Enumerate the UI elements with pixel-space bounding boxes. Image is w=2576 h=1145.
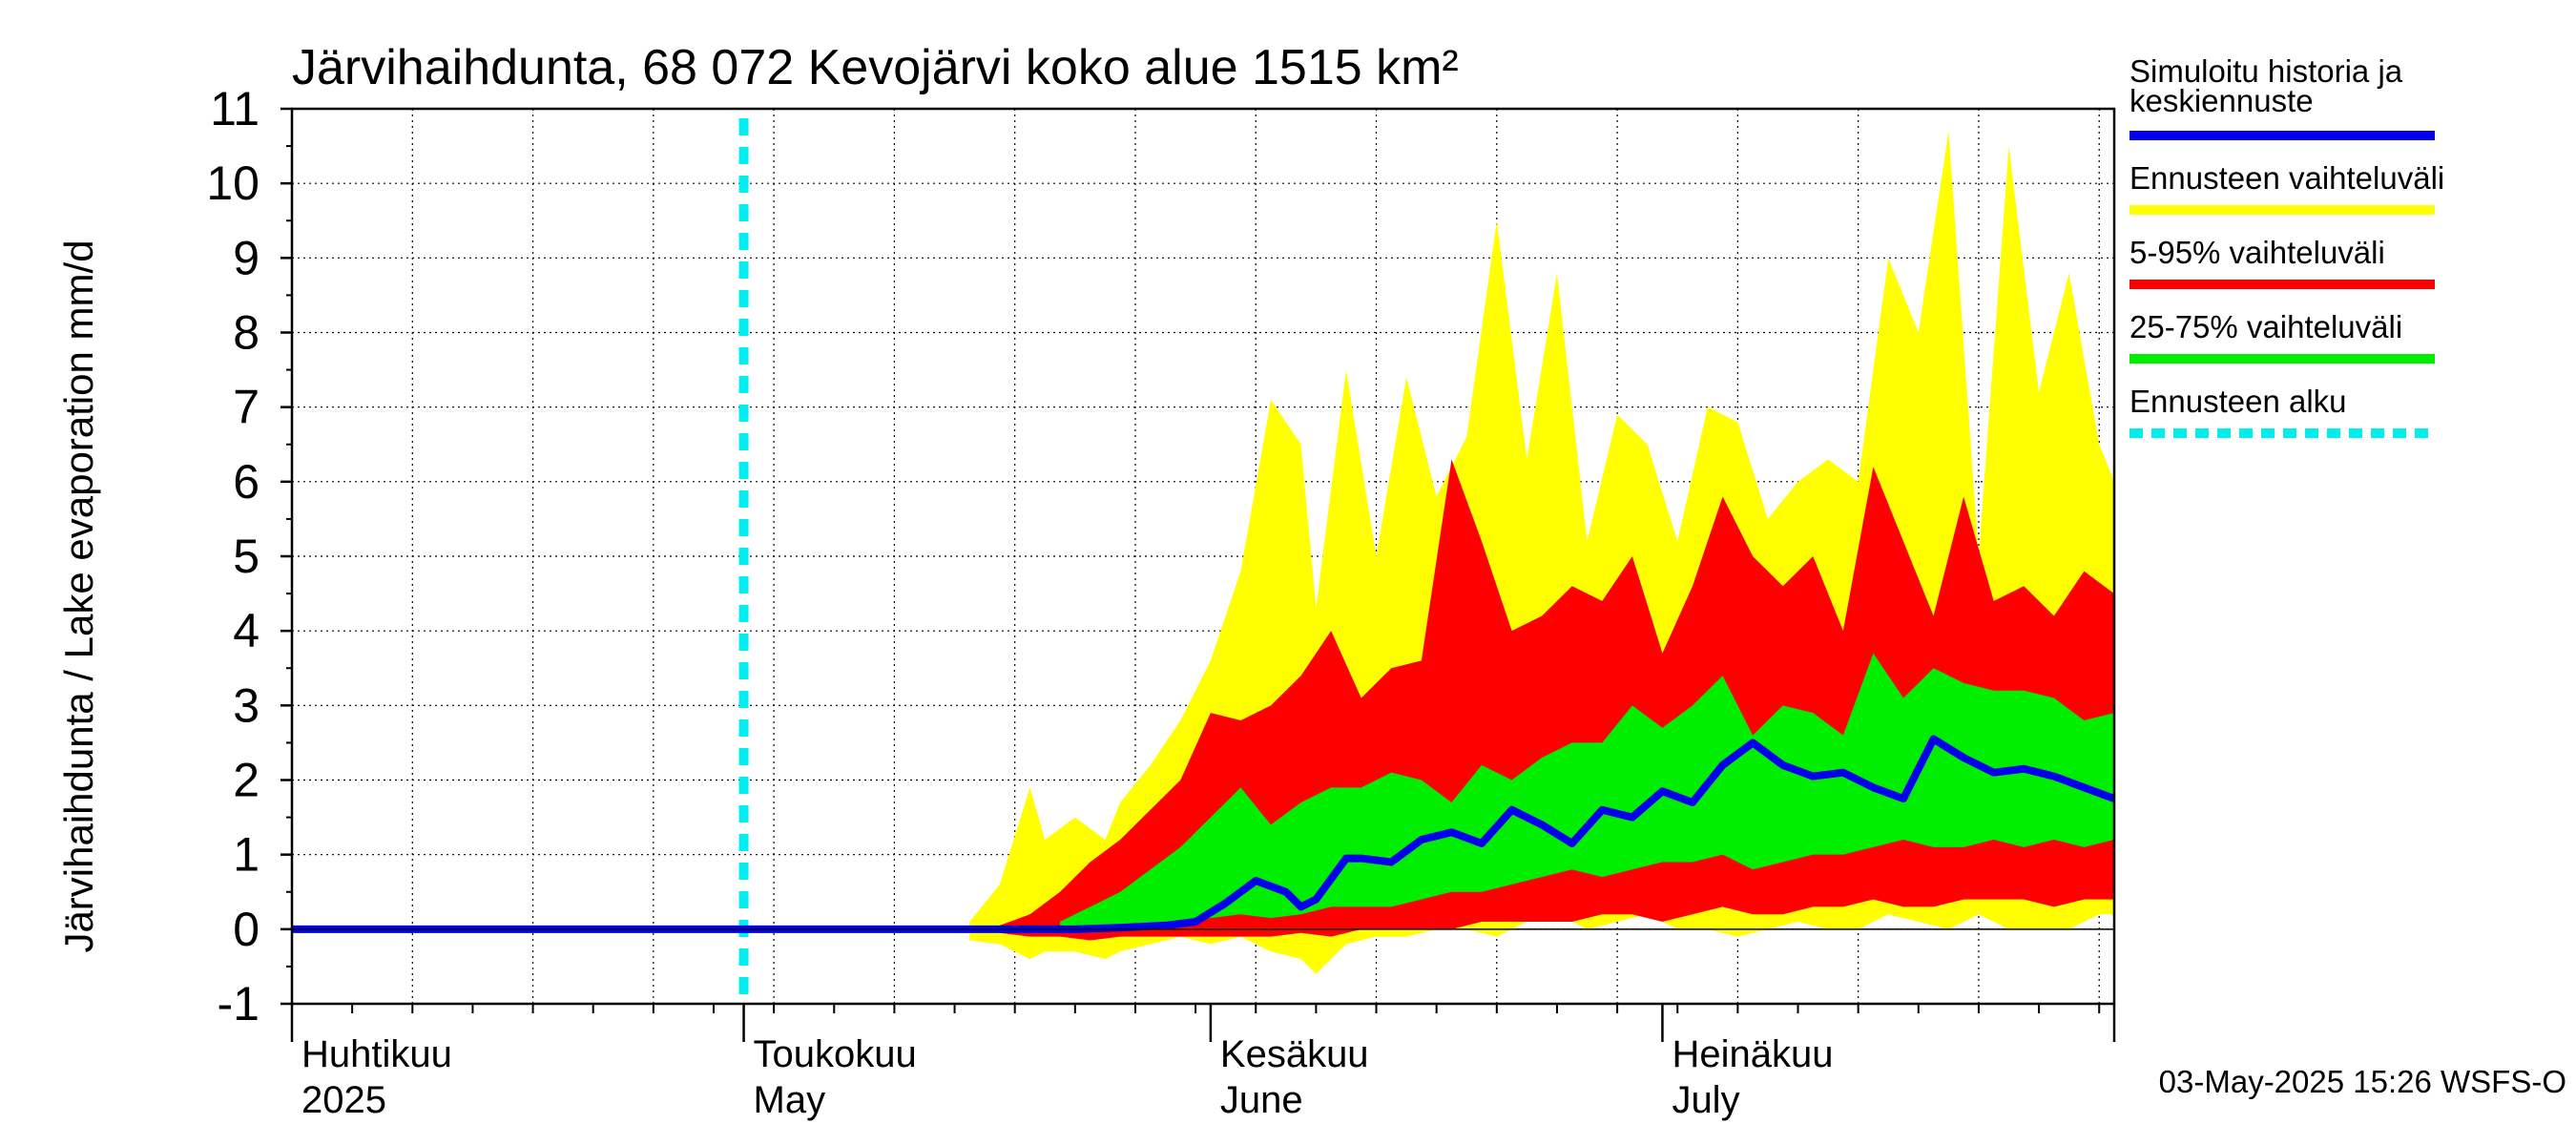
month-label-en: June [1220, 1079, 1303, 1121]
month-label-en: May [754, 1079, 826, 1121]
y-tick-label: 1 [233, 828, 260, 882]
legend-label: keskiennuste [2129, 83, 2314, 118]
y-tick-label: 5 [233, 530, 260, 583]
y-tick-label: 11 [210, 82, 260, 135]
legend-label: Ennusteen vaihteluväli [2129, 160, 2444, 196]
month-label-fi: Heinäkuu [1672, 1033, 1833, 1075]
chart-title: Järvihaihdunta, 68 072 Kevojärvi koko al… [292, 40, 1459, 95]
y-axis-label: Järvihaihdunta / Lake evaporation mm/d [56, 239, 101, 952]
month-label-fi: Kesäkuu [1220, 1033, 1369, 1075]
legend-label: Ennusteen alku [2129, 384, 2347, 419]
y-tick-label: 0 [233, 903, 260, 956]
y-tick-label: 7 [233, 381, 260, 434]
y-tick-label: 2 [233, 754, 260, 807]
y-tick-label: 9 [233, 231, 260, 284]
y-tick-label: -1 [218, 977, 260, 1030]
month-label-en: July [1672, 1079, 1739, 1121]
y-tick-label: 8 [233, 306, 260, 360]
bands [969, 131, 2114, 974]
month-label-fi: Huhtikuu [301, 1033, 452, 1075]
y-tick-label: 10 [206, 156, 260, 210]
legend-label: 25-75% vaihteluväli [2129, 309, 2402, 344]
month-label-fi: Toukokuu [754, 1033, 917, 1075]
y-tick-label: 4 [233, 604, 260, 657]
y-tick-label: 6 [233, 455, 260, 509]
y-tick-label: 3 [233, 678, 260, 732]
legend-label: Simuloitu historia ja [2129, 53, 2403, 89]
y-axis: -1 0 1 2 3 4 5 6 7 8 9 10 11 [206, 82, 292, 1030]
band-25-75-vaihteluv-li [1060, 653, 2114, 929]
legend-label: 5-95% vaihteluväli [2129, 235, 2385, 270]
month-label-en: 2025 [301, 1079, 386, 1121]
footer-timestamp: 03-May-2025 15:26 WSFS-O [2159, 1064, 2566, 1099]
